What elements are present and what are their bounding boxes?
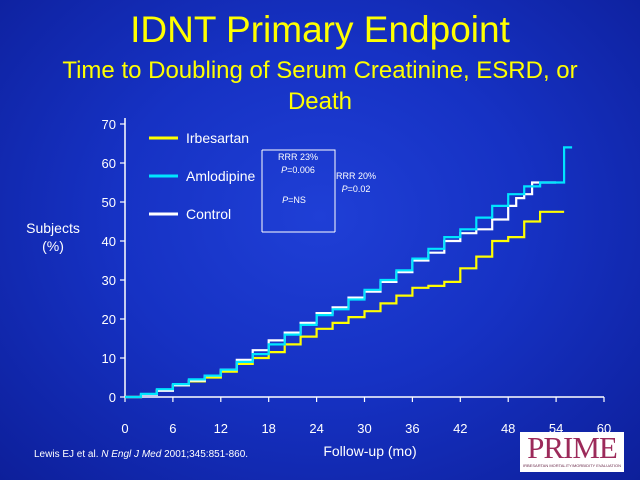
x-tick-label: 18 xyxy=(261,421,275,436)
y-axis-label-line1: Subjects xyxy=(26,220,80,236)
annotation-p-0006: P=0.006 xyxy=(281,165,315,175)
y-axis-label: Subjects (%) xyxy=(16,219,90,255)
y-tick-label: 20 xyxy=(102,312,116,327)
y-tick-label: 30 xyxy=(102,273,116,288)
chart-series xyxy=(125,146,573,399)
x-tick-label: 6 xyxy=(169,421,176,436)
x-tick-label: 36 xyxy=(405,421,419,436)
prime-logo-word: PRIME xyxy=(527,430,618,465)
legend-label-irbesartan: Irbesartan xyxy=(186,130,249,146)
legend-label-amlodipine: Amlodipine xyxy=(186,168,255,184)
x-tick-label: 24 xyxy=(309,421,323,436)
y-tick-label: 10 xyxy=(102,351,116,366)
x-axis-label: Follow-up (mo) xyxy=(323,443,417,459)
x-tick-label: 12 xyxy=(214,421,228,436)
x-tick-label: 42 xyxy=(453,421,467,436)
citation-details: 2001;345:851-860. xyxy=(161,449,249,460)
slide-subtitle: Time to Doubling of Serum Creatinine, ES… xyxy=(62,57,578,84)
bracket-right xyxy=(262,149,336,232)
citation-journal: N Engl J Med xyxy=(101,449,162,460)
y-tick-label: 0 xyxy=(109,390,116,405)
y-tick-label: 70 xyxy=(102,117,116,132)
annotation-p-ns: P=NS xyxy=(282,195,306,205)
prime-logo: PRIME IRBESARTAN MORTALITY/MORBIDITY EVA… xyxy=(520,432,624,472)
annotation-rrr-20: RRR 20% xyxy=(336,171,376,181)
slide-subtitle-continued: Death xyxy=(287,88,353,115)
slide-title: IDNT Primary Endpoint xyxy=(130,9,510,50)
y-tick-label: 50 xyxy=(102,195,116,210)
y-axis-label-line2: (%) xyxy=(42,238,64,254)
legend-label-control: Control xyxy=(186,206,231,222)
citation-authors: Lewis EJ et al. xyxy=(34,449,102,460)
annotation-p-002: P=0.02 xyxy=(342,184,371,194)
series-line-amlodipine xyxy=(125,146,573,399)
y-tick-label: 60 xyxy=(102,156,116,171)
citation: Lewis EJ et al. N Engl J Med 2001;345:85… xyxy=(34,449,248,460)
x-tick-label: 48 xyxy=(501,421,515,436)
x-tick-label: 0 xyxy=(121,421,128,436)
chart-legend: Irbesartan Amlodipine Control xyxy=(149,130,255,222)
series-line-irbesartan xyxy=(125,210,565,399)
y-tick-label: 40 xyxy=(102,234,116,249)
chart-annotations: RRR 23% P=0.006 RRR 20% P=0.02 P=NS xyxy=(261,149,376,233)
annotation-rrr-23: RRR 23% xyxy=(278,152,318,162)
x-tick-label: 30 xyxy=(357,421,371,436)
prime-logo-tagline: IRBESARTAN MORTALITY/MORBIDITY EVALUATIO… xyxy=(523,463,621,468)
